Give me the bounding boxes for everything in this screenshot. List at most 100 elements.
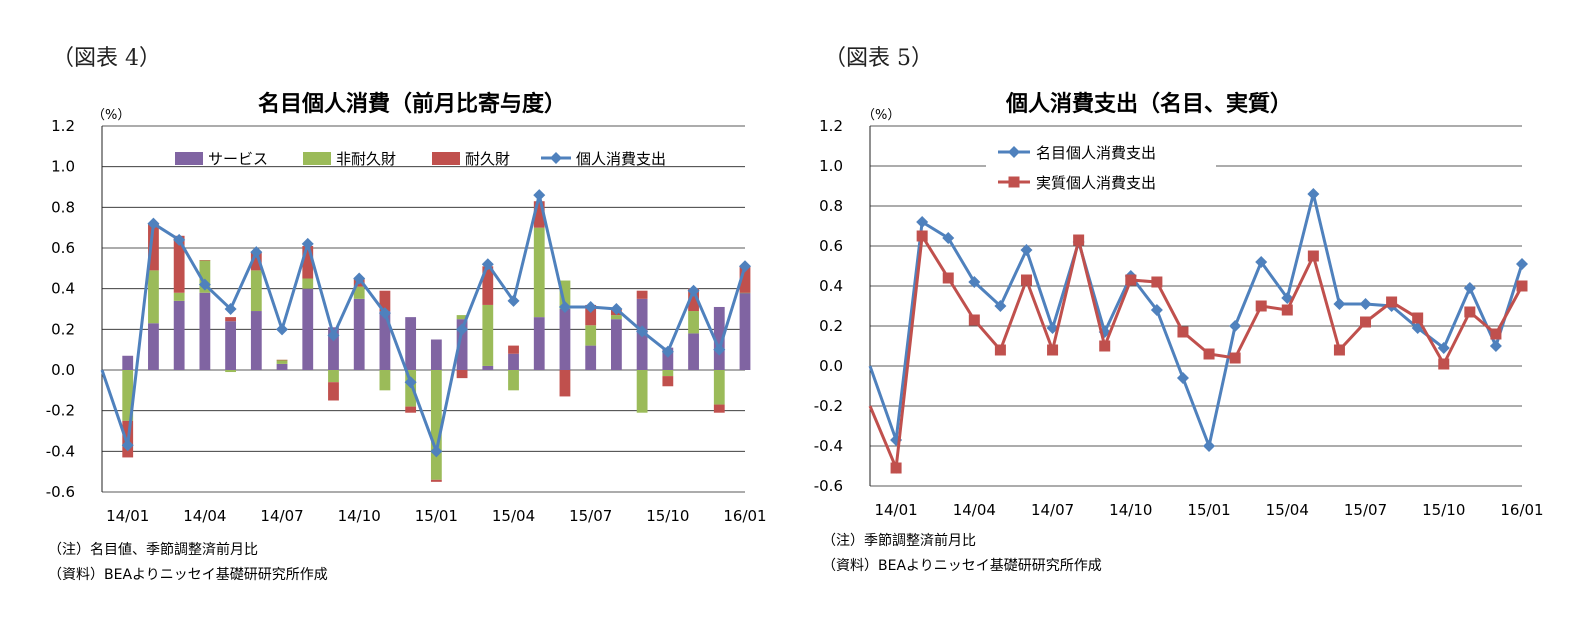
bar-nondurable bbox=[405, 370, 417, 407]
legend-swatch bbox=[432, 152, 460, 165]
bar-services bbox=[688, 333, 699, 370]
chart-panel-right: （図表 5） 個人消費支出（名目、実質） （%） -0.6 -0.4 -0.2 0.0… bbox=[790, 0, 1574, 629]
y-tick-label: 0.4 bbox=[51, 280, 75, 298]
bar-services bbox=[379, 311, 391, 370]
y-tick-label: 0.0 bbox=[51, 361, 75, 379]
bar-nondurable bbox=[225, 370, 237, 373]
legend: サービス 非耐久財 耐久財 個人消費支出 bbox=[175, 150, 666, 168]
y-unit-label: （%） bbox=[92, 108, 131, 123]
bar-durable bbox=[379, 290, 391, 312]
data-point bbox=[739, 260, 751, 273]
bar-nondurable bbox=[302, 278, 314, 289]
bar-durable bbox=[456, 370, 468, 379]
legend-background bbox=[986, 136, 1216, 198]
data-point bbox=[1412, 312, 1424, 324]
figure-label: （図表 5） bbox=[824, 46, 933, 71]
bar-services bbox=[405, 317, 417, 370]
bar-durable bbox=[225, 317, 237, 322]
y-tick-label: -0.2 bbox=[46, 402, 75, 420]
data-point bbox=[994, 344, 1006, 356]
data-point bbox=[301, 237, 314, 250]
y-tick-label: 0.4 bbox=[819, 277, 843, 295]
data-point bbox=[430, 445, 443, 458]
bar-durable bbox=[585, 304, 597, 326]
bar-durable bbox=[405, 406, 417, 413]
data-point bbox=[558, 300, 571, 313]
data-point bbox=[327, 329, 340, 342]
contribution-chart: -0.6 -0.4 -0.2 0.0 0.2 0.4 0.6 0.8 1.0 1.2 14/01 14… bbox=[46, 117, 767, 525]
data-point bbox=[1463, 282, 1476, 294]
data-point bbox=[661, 345, 674, 358]
bar-durable bbox=[662, 376, 674, 387]
x-tick-label: 15/07 bbox=[1344, 501, 1387, 519]
bar-durable bbox=[276, 359, 288, 361]
bar-durable bbox=[328, 382, 339, 401]
data-point bbox=[1229, 320, 1242, 332]
data-point bbox=[1333, 344, 1345, 356]
data-point bbox=[1151, 276, 1163, 288]
bar-services bbox=[508, 353, 519, 370]
data-point bbox=[1203, 440, 1216, 452]
note-text: （注）名目値、季節調整済前月比 bbox=[48, 542, 258, 558]
y-tick-label: -0.6 bbox=[814, 477, 843, 495]
bar-nondurable bbox=[148, 270, 159, 324]
legend-marker bbox=[1008, 146, 1020, 158]
bar-nondurable bbox=[276, 359, 288, 364]
y-tick-label: 0.6 bbox=[819, 237, 843, 255]
x-tick-label: 14/07 bbox=[260, 507, 303, 525]
bar-nondurable bbox=[585, 325, 597, 346]
bar-services bbox=[739, 292, 751, 370]
y-tick-label: -0.6 bbox=[46, 483, 75, 501]
data-point bbox=[1099, 340, 1111, 352]
data-point bbox=[1047, 344, 1059, 356]
bar-nondurable bbox=[559, 280, 571, 309]
source-text: （資料）BEAよりニッセイ基礎研研究所作成 bbox=[48, 567, 328, 583]
data-point bbox=[198, 278, 211, 291]
bar-nondurable bbox=[533, 227, 545, 318]
bar-durable bbox=[559, 370, 571, 397]
x-tick-label: 14/01 bbox=[874, 501, 917, 519]
y-tick-label: 0.0 bbox=[819, 357, 843, 375]
data-point bbox=[1359, 298, 1372, 310]
x-tick-label: 16/01 bbox=[723, 507, 766, 525]
data-point bbox=[1516, 280, 1528, 292]
source-text: （資料）BEAよりニッセイ基礎研研究所作成 bbox=[822, 558, 1102, 574]
x-tick-label: 14/01 bbox=[106, 507, 149, 525]
data-point bbox=[968, 314, 980, 326]
bar-nondurable bbox=[636, 370, 648, 413]
data-point bbox=[584, 300, 597, 313]
y-tick-label: 0.8 bbox=[51, 198, 75, 216]
data-point bbox=[942, 232, 955, 244]
note-text: （注）季節調整済前月比 bbox=[822, 533, 976, 549]
bar-nondurable bbox=[122, 370, 134, 421]
y-tick-label: 1.0 bbox=[819, 157, 843, 175]
data-point bbox=[147, 217, 160, 230]
data-point bbox=[1307, 188, 1320, 200]
y-tick-label: -0.4 bbox=[46, 442, 75, 460]
chart-panel-left: （図表 4） 名目個人消費（前月比寄与度） （%） -0.6 -0.4 -0.2 0.… bbox=[46, 46, 767, 583]
bar-services bbox=[328, 327, 339, 370]
data-point bbox=[1203, 348, 1215, 360]
bar-nondurable bbox=[379, 370, 391, 391]
x-tick-label: 15/01 bbox=[415, 507, 458, 525]
legend-swatch bbox=[303, 152, 331, 165]
bar-nondurable bbox=[482, 304, 494, 366]
data-point bbox=[1073, 234, 1085, 246]
data-point bbox=[1437, 342, 1450, 354]
data-point bbox=[1046, 322, 1059, 334]
x-tick-label: 15/04 bbox=[492, 507, 535, 525]
legend-label: 非耐久財 bbox=[336, 150, 396, 168]
data-point bbox=[404, 376, 417, 389]
data-point bbox=[994, 300, 1007, 312]
legend-label: サービス bbox=[208, 150, 268, 168]
bar-nondurable bbox=[713, 370, 725, 405]
bar-nondurable bbox=[610, 315, 622, 320]
x-tick-label: 14/10 bbox=[1109, 501, 1152, 519]
y-tick-label: 1.0 bbox=[51, 158, 75, 176]
bar-services bbox=[559, 309, 571, 370]
x-tick-label: 15/10 bbox=[1422, 501, 1465, 519]
bar-nondurable bbox=[456, 315, 468, 320]
data-point bbox=[456, 323, 469, 336]
data-point bbox=[1020, 244, 1033, 256]
data-point bbox=[1255, 300, 1267, 312]
